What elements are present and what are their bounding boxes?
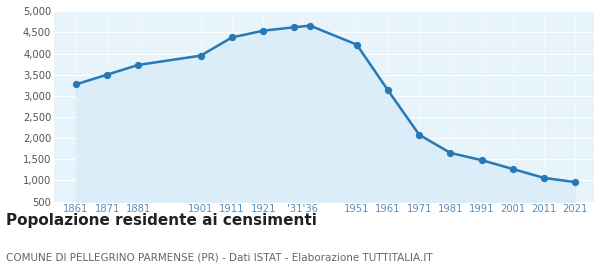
Point — [571, 180, 580, 184]
Point — [352, 42, 362, 47]
Point — [227, 35, 237, 40]
Point — [305, 23, 315, 28]
Point — [102, 73, 112, 77]
Text: Popolazione residente ai censimenti: Popolazione residente ai censimenti — [6, 213, 317, 228]
Point — [133, 63, 143, 67]
Point — [539, 176, 549, 180]
Point — [259, 29, 268, 33]
Point — [196, 53, 206, 58]
Point — [383, 88, 393, 93]
Point — [415, 132, 424, 137]
Point — [446, 151, 455, 155]
Point — [71, 82, 80, 87]
Text: COMUNE DI PELLEGRINO PARMENSE (PR) - Dati ISTAT - Elaborazione TUTTITALIA.IT: COMUNE DI PELLEGRINO PARMENSE (PR) - Dat… — [6, 252, 433, 262]
Point — [508, 167, 518, 171]
Point — [477, 158, 487, 162]
Point — [290, 25, 299, 29]
